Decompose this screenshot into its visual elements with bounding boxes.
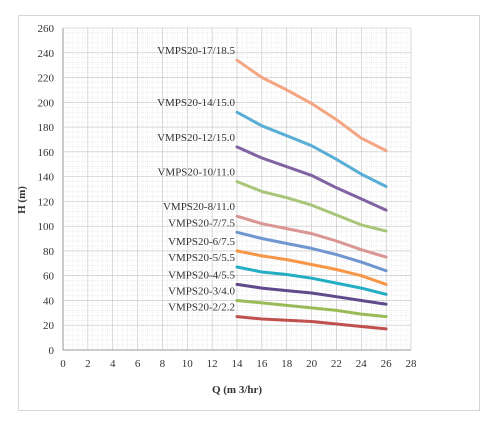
y-tick-label: 120 bbox=[38, 196, 55, 208]
series-line bbox=[235, 58, 388, 153]
y-tick-label: 240 bbox=[38, 48, 55, 60]
series-lines bbox=[235, 58, 388, 331]
y-tick-label: 220 bbox=[38, 73, 55, 85]
series-line bbox=[235, 110, 388, 188]
y-tick-label: 40 bbox=[43, 295, 55, 307]
series-label: VMPS20-3/4.0 bbox=[168, 285, 235, 297]
x-tick-label: 0 bbox=[60, 358, 66, 370]
series-label: VMPS20-2/2.2 bbox=[168, 302, 235, 314]
series-label: VMPS20-8/11.0 bbox=[163, 201, 236, 213]
x-tick-label: 20 bbox=[306, 358, 318, 370]
series-label: VMPS20-5/5.5 bbox=[168, 252, 235, 264]
series-line bbox=[235, 249, 388, 286]
y-tick-label: 260 bbox=[38, 23, 55, 35]
x-tick-label: 16 bbox=[256, 358, 268, 370]
x-axis-title: Q (m 3/hr) bbox=[212, 384, 262, 396]
series-label: VMPS20-7/7.5 bbox=[168, 217, 235, 229]
x-tick-label: 8 bbox=[160, 358, 166, 370]
series-labels: VMPS20-17/18.5 VMPS20-14/15.0 VMPS20-12/15… bbox=[157, 45, 235, 313]
x-tick-label: 6 bbox=[135, 358, 141, 370]
chart-frame bbox=[18, 15, 480, 411]
series-line bbox=[235, 180, 388, 233]
x-tick-label: 22 bbox=[331, 358, 342, 370]
y-tick-label: 80 bbox=[43, 246, 55, 258]
series-line bbox=[235, 299, 388, 319]
y-tick-label: 160 bbox=[38, 147, 55, 159]
series-label: VMPS20-6/7.5 bbox=[168, 236, 235, 248]
series-label: VMPS20-12/15.0 bbox=[157, 132, 235, 144]
y-tick-label: 180 bbox=[38, 122, 55, 134]
x-tick-label: 24 bbox=[356, 358, 368, 370]
y-tick-label: 20 bbox=[43, 320, 55, 332]
axes bbox=[62, 28, 411, 351]
series-label: VMPS20-17/18.5 bbox=[157, 45, 235, 57]
series-label: VMPS20-14/15.0 bbox=[157, 97, 235, 109]
x-tick-label: 12 bbox=[207, 358, 218, 370]
series-line bbox=[235, 230, 388, 273]
x-tick-label: 18 bbox=[281, 358, 293, 370]
series-line bbox=[235, 214, 388, 259]
series-label: VMPS20-4/5.5 bbox=[168, 269, 235, 281]
y-tick-label: 140 bbox=[38, 172, 55, 184]
series-line bbox=[235, 315, 388, 331]
x-tick-label: 10 bbox=[182, 358, 194, 370]
y-axis-title: H (m) bbox=[16, 186, 28, 214]
series-line bbox=[235, 282, 388, 306]
series-line bbox=[235, 265, 388, 296]
y-tick-label: 200 bbox=[38, 97, 55, 109]
x-tick-label: 14 bbox=[232, 358, 244, 370]
y-tick-label: 100 bbox=[38, 221, 55, 233]
tick-labels: 0 2 4 6 8 10 12 14 16 18 20 22 24 26 28020406080100120… bbox=[38, 23, 418, 370]
x-tick-label: 2 bbox=[85, 358, 91, 370]
y-tick-label: 0 bbox=[49, 345, 55, 357]
y-tick-label: 60 bbox=[43, 271, 55, 283]
series-line bbox=[235, 145, 388, 212]
series-label: VMPS20-10/11.0 bbox=[157, 167, 235, 179]
x-tick-label: 4 bbox=[110, 358, 116, 370]
x-tick-label: 28 bbox=[406, 358, 418, 370]
x-tick-label: 26 bbox=[381, 358, 393, 370]
